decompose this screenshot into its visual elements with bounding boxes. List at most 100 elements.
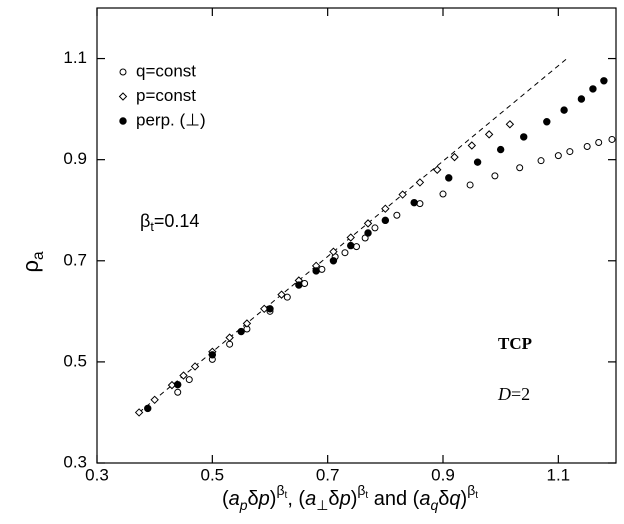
point <box>226 340 234 348</box>
point <box>415 178 425 187</box>
x-axis-label-part: p <box>239 497 248 513</box>
point <box>179 371 188 380</box>
point <box>318 265 326 273</box>
y-tick-label: 1.1 <box>63 48 87 67</box>
point <box>208 351 217 359</box>
point <box>473 158 482 166</box>
point <box>341 249 349 257</box>
x-axis-label-part: , ( <box>287 488 305 510</box>
point <box>174 380 182 389</box>
point <box>554 152 562 160</box>
x-axis-label-part: a <box>229 488 240 510</box>
point <box>543 118 551 126</box>
point <box>329 247 338 256</box>
point <box>312 267 320 275</box>
x-axis-label-part: q <box>430 497 438 513</box>
x-axis-label-part: ) <box>461 488 468 510</box>
point <box>520 133 528 141</box>
point <box>144 404 152 413</box>
point <box>416 200 424 208</box>
point <box>450 152 459 162</box>
point <box>516 164 524 172</box>
point <box>445 174 453 182</box>
x-tick-label: 0.5 <box>201 465 225 484</box>
point <box>589 85 597 93</box>
point <box>466 181 474 189</box>
x-axis-label-part: ⊥ <box>316 497 328 513</box>
x-axis-label-part: q <box>449 488 460 510</box>
annotation: TCP <box>498 334 532 353</box>
annotation-part: D <box>497 384 511 404</box>
x-axis-label-part: and ( <box>368 488 419 510</box>
x-axis-label-part: δ <box>438 488 449 510</box>
point <box>577 95 586 103</box>
point <box>283 293 291 301</box>
point <box>346 233 355 242</box>
point <box>595 138 603 146</box>
x-axis-label-part: β <box>467 482 475 498</box>
x-axis-label-part: ) <box>351 488 358 510</box>
x-axis-label-part: δ <box>248 488 259 510</box>
point <box>608 135 616 143</box>
point <box>583 143 591 151</box>
point <box>381 216 390 225</box>
point <box>410 198 418 207</box>
point <box>237 327 245 336</box>
legend-label: p=const <box>136 86 196 105</box>
annotation-part: β <box>140 211 150 231</box>
point <box>295 281 303 289</box>
x-axis-label-part: ) <box>270 488 277 510</box>
point <box>363 219 373 228</box>
y-axis-label-part: a <box>30 251 47 260</box>
point <box>371 224 379 232</box>
legend-label: q=const <box>136 61 196 80</box>
point <box>537 157 545 165</box>
x-axis-label-part: a <box>305 488 316 510</box>
point <box>150 395 159 405</box>
x-tick-label: 1.1 <box>547 465 571 484</box>
y-tick-label: 0.5 <box>63 351 87 370</box>
point <box>190 362 200 371</box>
point <box>393 211 401 219</box>
annotation: D=2 <box>497 384 530 404</box>
point <box>185 376 193 384</box>
x-axis-label-part: t <box>285 490 288 501</box>
x-axis-label: (apδp)βt, (a⊥δp)βt and (aqδq)βt <box>222 482 478 513</box>
legend-marker <box>118 92 128 101</box>
point <box>566 148 574 156</box>
legend-label: perp. (⊥) <box>136 110 206 129</box>
x-tick-label: 0.7 <box>316 465 340 484</box>
point <box>134 408 144 417</box>
y-axis-label-part: ρ <box>18 260 43 273</box>
point <box>381 204 390 213</box>
point <box>505 120 515 129</box>
point <box>266 305 274 313</box>
y-tick-label: 0.3 <box>63 452 87 471</box>
point <box>491 172 499 180</box>
annotation-part: =0.14 <box>154 211 200 231</box>
point <box>467 141 477 150</box>
point <box>439 190 447 198</box>
x-axis-label-part: p <box>258 488 270 510</box>
point <box>600 77 608 85</box>
legend-marker <box>119 117 127 125</box>
x-tick-label: 0.9 <box>431 465 455 484</box>
point <box>225 333 234 342</box>
x-axis-label-part: β <box>276 482 284 498</box>
point <box>398 190 407 199</box>
x-axis-label-part: a <box>419 488 430 510</box>
x-axis-label-part: δ <box>328 488 339 510</box>
x-axis-label-part: p <box>339 488 351 510</box>
point <box>329 257 338 265</box>
x-tick-label: 0.3 <box>85 465 109 484</box>
y-axis-label: ρa <box>18 251 47 273</box>
plot-frame <box>96 7 617 464</box>
point <box>364 229 372 237</box>
y-tick-label: 0.7 <box>63 250 87 269</box>
x-axis-label-part: t <box>475 490 478 501</box>
annotation-part: =2 <box>511 384 530 404</box>
x-axis-label-part: β <box>357 482 365 498</box>
point <box>347 241 355 250</box>
annotation: βt=0.14 <box>140 211 199 234</box>
